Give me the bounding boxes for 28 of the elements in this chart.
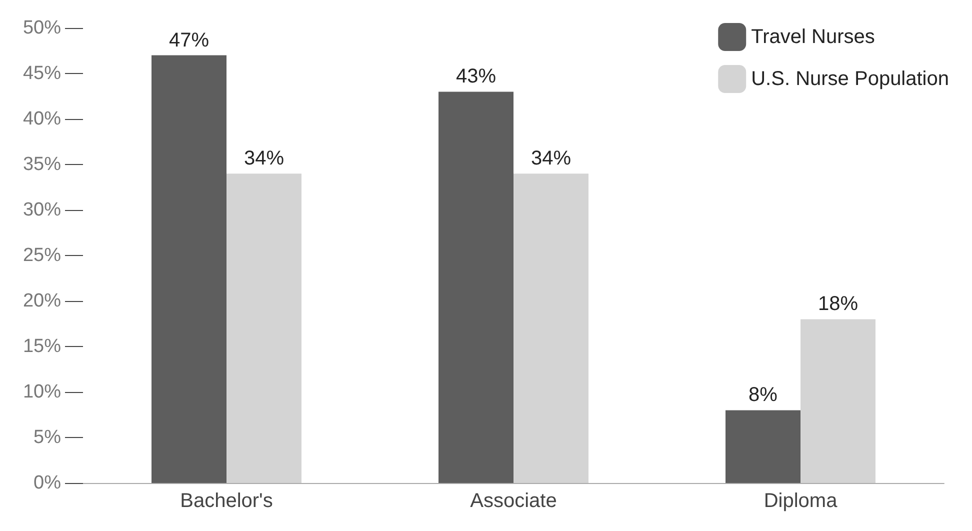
y-tick-label: 20% — [22, 290, 62, 312]
data-label: 47% — [168, 29, 210, 52]
bar — [438, 92, 514, 483]
data-label: 34% — [530, 148, 572, 170]
y-tick-label: 5% — [34, 427, 62, 448]
bar — [152, 55, 226, 483]
y-tick-label: 45% — [22, 63, 62, 84]
data-label: 43% — [456, 66, 496, 88]
y-tick-label: 0% — [34, 472, 62, 494]
data-label: 34% — [244, 148, 284, 170]
y-tick-label: 35% — [22, 154, 62, 175]
bar — [726, 410, 800, 483]
y-tick-label: 30% — [22, 200, 62, 220]
data-label: 18% — [818, 293, 858, 316]
y-tick-label: 25% — [22, 245, 62, 266]
legend-label: U.S. Nurse Population — [751, 68, 950, 90]
x-tick-label: Diploma — [764, 490, 838, 512]
bar — [226, 174, 302, 483]
y-tick-label: 50% — [22, 18, 62, 38]
bar — [514, 174, 588, 483]
x-tick-label: Bachelor's — [180, 490, 273, 512]
x-tick-label: Associate — [470, 490, 557, 512]
data-label: 8% — [748, 384, 778, 406]
legend-label: Travel Nurses — [751, 26, 875, 48]
y-tick-label: 15% — [22, 336, 62, 357]
y-tick-label: 40% — [22, 108, 62, 130]
bar — [800, 319, 876, 483]
y-tick-label: 10% — [22, 382, 62, 402]
